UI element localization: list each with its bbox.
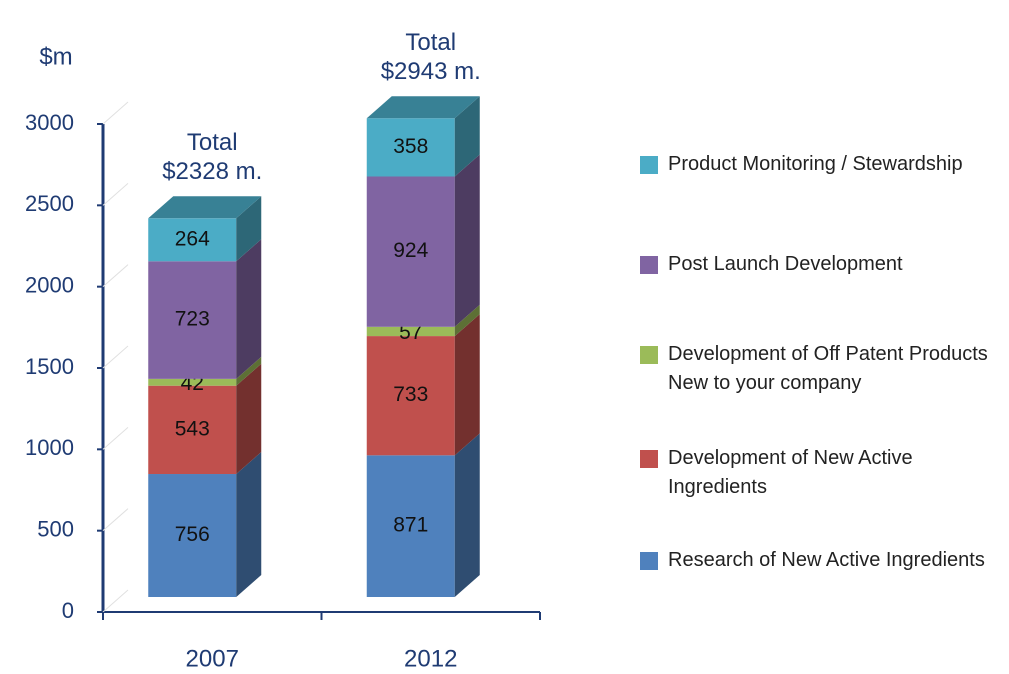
total-annotation: Total $2943 m.: [331, 28, 531, 86]
bar-front: [148, 385, 237, 475]
value-label: 733: [393, 383, 428, 406]
bar-side: [454, 154, 480, 327]
y-axis-label: $m: [39, 43, 72, 70]
value-label: 543: [175, 417, 210, 440]
bar-side: [236, 196, 262, 262]
bar-front: [366, 118, 455, 177]
legend-item: Post Launch Development: [640, 250, 1000, 279]
bar-top: [366, 96, 480, 119]
bar-side: [454, 433, 480, 597]
bar-top: [148, 196, 262, 219]
legend-swatch: [640, 256, 658, 274]
y-tick-label: 500: [37, 516, 74, 541]
value-label: 358: [393, 135, 428, 158]
bar-front: [366, 326, 455, 337]
bar-side: [236, 363, 262, 475]
value-label: 924: [393, 239, 428, 262]
legend-swatch: [640, 156, 658, 174]
value-label: 264: [175, 227, 210, 250]
x-tick-label: 2012: [404, 645, 457, 672]
bar-side: [454, 314, 480, 456]
total-annotation: Total $2328 m.: [112, 128, 312, 186]
legend-item: Development of Off Patent Products New t…: [640, 340, 1000, 398]
x-tick-label: 2007: [186, 645, 239, 672]
legend-label: Development of New Active Ingredients: [668, 447, 913, 498]
legend-label: Research of New Active Ingredients: [668, 549, 985, 571]
bar-side: [236, 356, 262, 386]
legend-swatch: [640, 552, 658, 570]
legend-swatch: [640, 450, 658, 468]
annotation-line: $2328 m.: [162, 158, 263, 186]
grid-line: [102, 264, 129, 288]
annotation-line: Total: [405, 29, 457, 57]
legend-label: Post Launch Development: [668, 253, 903, 275]
bar-side: [236, 452, 262, 597]
grid-line: [102, 426, 129, 450]
value-label: 756: [175, 523, 210, 546]
bar-side: [454, 96, 480, 177]
grid-line: [102, 345, 129, 369]
grid-line: [102, 589, 129, 613]
grid-line: [102, 101, 129, 125]
bar-front: [366, 455, 455, 597]
grid-line: [102, 508, 129, 532]
value-label: 723: [175, 308, 210, 331]
grid-line: [102, 182, 129, 206]
legend-swatch: [640, 346, 658, 364]
annotation-line: Total: [186, 129, 238, 157]
y-tick-label: 2000: [25, 272, 74, 297]
legend-item: Development of New Active Ingredients: [640, 444, 1000, 502]
bar-front: [148, 261, 237, 379]
legend-item: Product Monitoring / Stewardship: [640, 150, 1000, 179]
bar-side: [454, 304, 480, 337]
y-tick-label: 3000: [25, 110, 74, 135]
bar-side: [236, 239, 262, 379]
y-tick-label: 0: [62, 598, 74, 623]
y-tick-label: 1500: [25, 354, 74, 379]
bar-front: [366, 336, 455, 456]
bar-front: [366, 176, 455, 327]
bar-front: [148, 474, 237, 597]
legend-label: Product Monitoring / Stewardship: [668, 153, 963, 175]
legend-label: Development of Off Patent Products New t…: [668, 343, 988, 394]
y-tick-label: 1000: [25, 435, 74, 460]
y-tick-label: 2500: [25, 191, 74, 216]
bar-front: [148, 378, 237, 386]
legend-item: Research of New Active Ingredients: [640, 546, 1000, 575]
annotation-line: $2943 m.: [380, 58, 481, 86]
value-label: 871: [393, 514, 428, 537]
bar-front: [148, 218, 237, 262]
